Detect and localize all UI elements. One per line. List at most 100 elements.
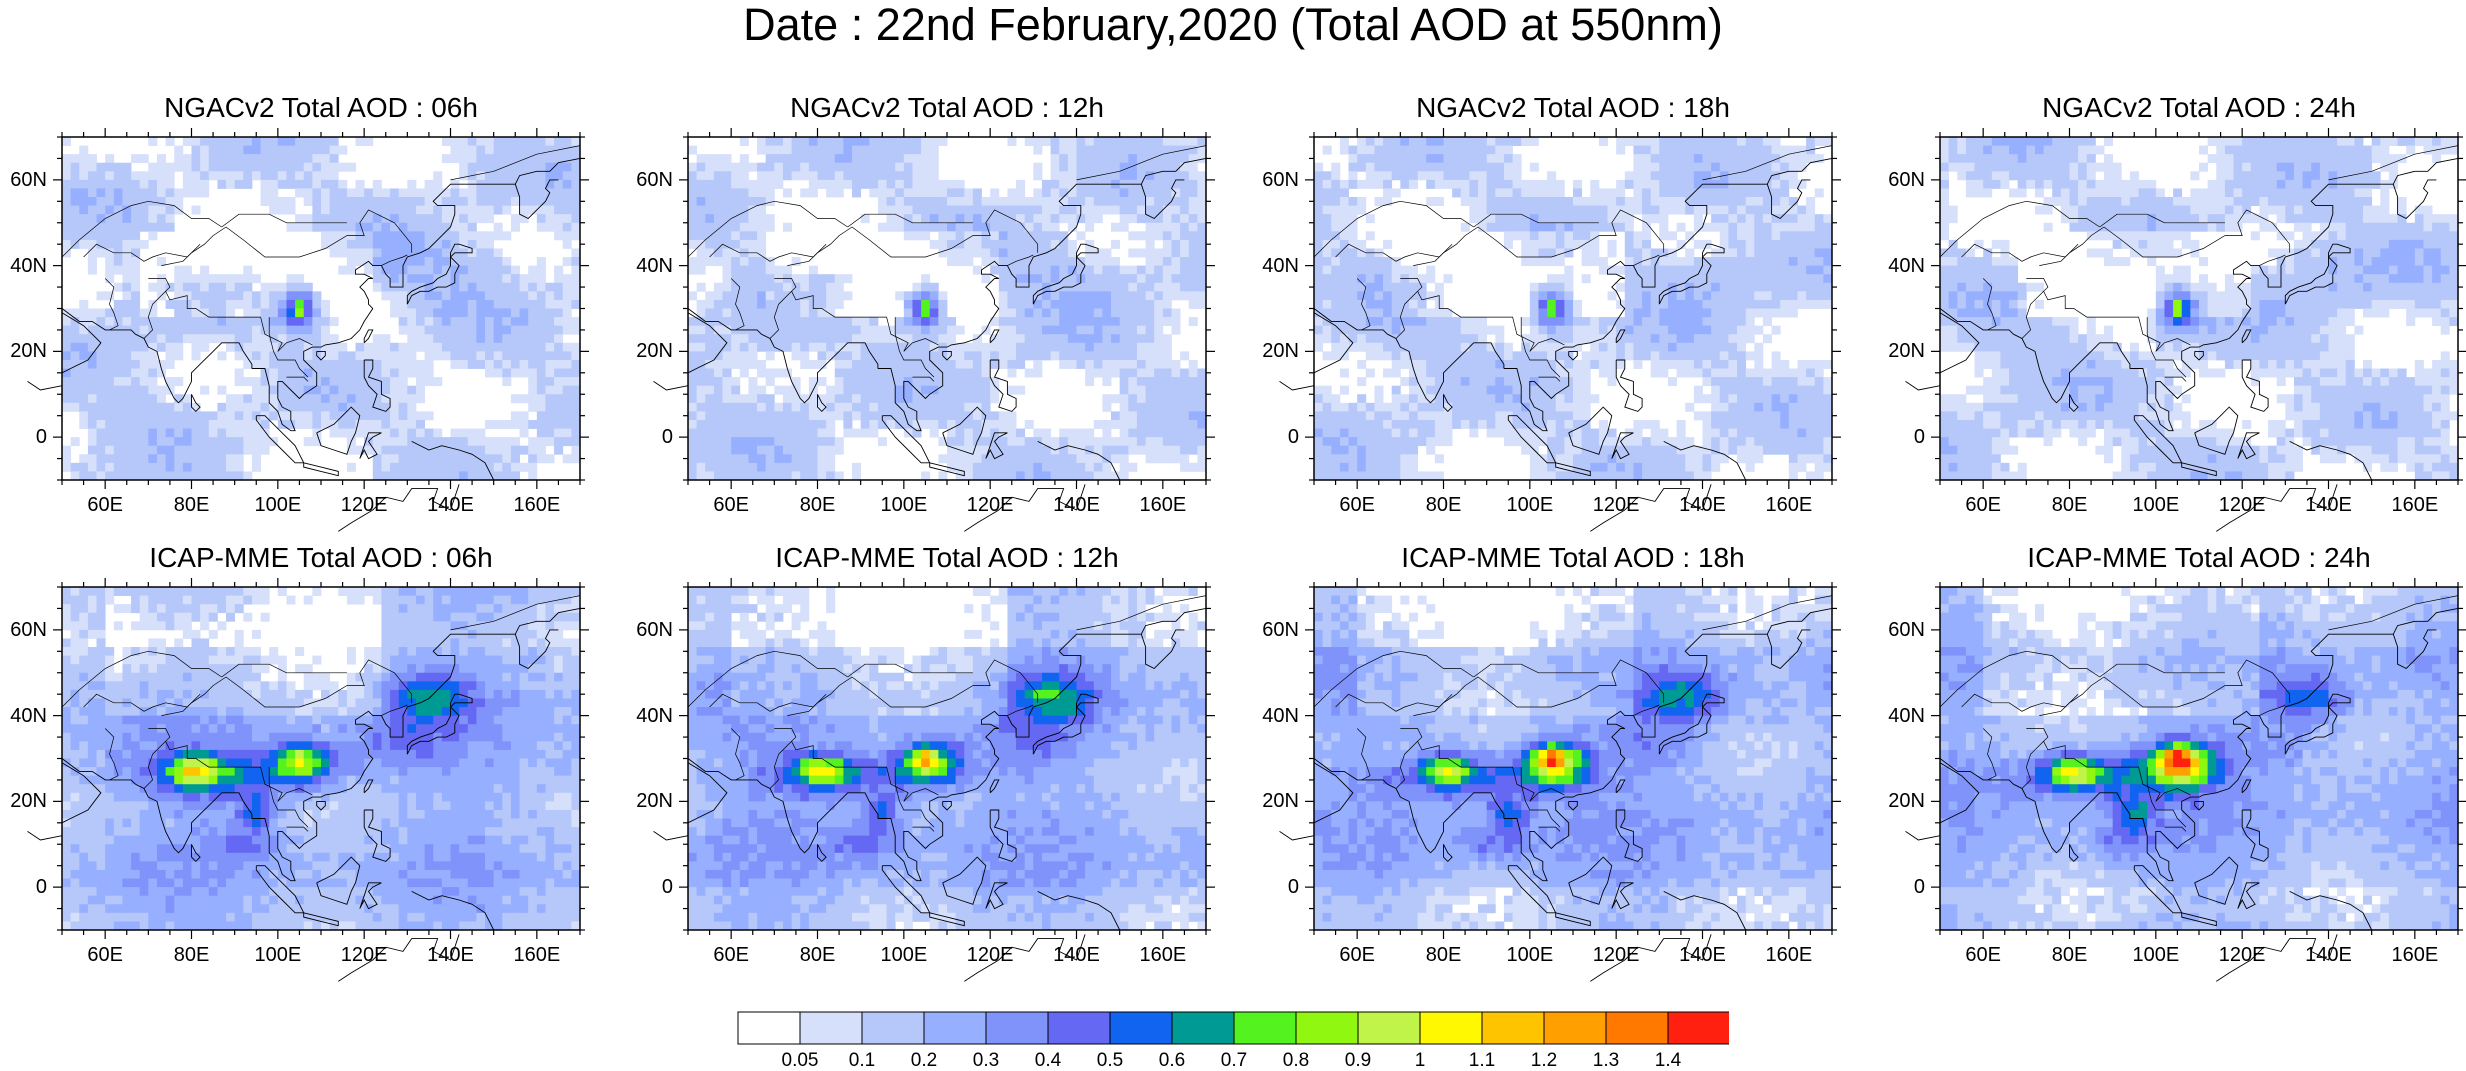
lat-tick-label: 20N xyxy=(10,790,47,813)
colorbar-swatch xyxy=(799,1011,863,1045)
lon-tick-label: 120E xyxy=(966,944,1014,966)
lon-tick-label: 120E xyxy=(966,494,1014,516)
lon-tick-label: 140E xyxy=(1053,944,1100,966)
panel-title-icap-mme-24h: ICAP-MME Total AOD : 24h xyxy=(2027,542,2371,573)
lon-tick-label: 100E xyxy=(1506,944,1554,966)
lon-tick-label: 120E xyxy=(340,494,388,516)
lon-tick-label: 60E xyxy=(87,944,123,966)
lon-tick-label: 160E xyxy=(1765,944,1813,966)
colorbar-tick-label: 1.2 xyxy=(1530,1050,1558,1071)
colorbar-tick-label: 1 xyxy=(1414,1050,1426,1071)
lon-tick-label: 60E xyxy=(1339,944,1375,966)
lon-tick-label: 60E xyxy=(1965,494,2001,516)
coastlines xyxy=(653,145,1207,532)
colorbar-swatch xyxy=(1233,1011,1297,1045)
lon-tick-label: 140E xyxy=(2305,944,2352,966)
map-panel-icap-mme-18h xyxy=(1279,578,1841,982)
colorbar-swatch xyxy=(1295,1011,1359,1045)
lat-tick-label: 60N xyxy=(636,168,673,191)
lon-tick-label: 160E xyxy=(2391,944,2439,966)
map-panel-icap-mme-06h xyxy=(27,578,589,982)
lon-tick-label: 120E xyxy=(1592,494,1640,516)
colorbar-swatch xyxy=(1543,1011,1607,1045)
colorbar-tick-label: 0.05 xyxy=(781,1050,819,1071)
lon-tick-label: 100E xyxy=(254,944,302,966)
aod-field xyxy=(1314,137,1833,481)
colorbar-swatch xyxy=(1419,1011,1483,1045)
panel-title-ngacv2-18h: NGACv2 Total AOD : 18h xyxy=(1416,92,1730,123)
lat-tick-label: 0 xyxy=(661,876,673,899)
panel-title-icap-mme-12h: ICAP-MME Total AOD : 12h xyxy=(775,542,1119,573)
colorbar-tick-label: 0.2 xyxy=(910,1050,938,1071)
lat-tick-label: 20N xyxy=(10,340,47,363)
lon-tick-label: 140E xyxy=(427,494,474,516)
lon-tick-label: 140E xyxy=(1679,494,1726,516)
lat-tick-label: 0 xyxy=(661,426,673,449)
colorbar-swatch xyxy=(737,1011,801,1045)
colorbar-tick-label: 0.6 xyxy=(1158,1050,1186,1071)
lat-tick-label: 20N xyxy=(636,340,673,363)
lat-tick-label: 40N xyxy=(1262,254,1299,277)
panel-title-icap-mme-06h: ICAP-MME Total AOD : 06h xyxy=(149,542,493,573)
lat-tick-label: 60N xyxy=(1262,168,1299,191)
lon-tick-label: 80E xyxy=(799,494,836,516)
coastlines xyxy=(27,145,581,532)
aod-field xyxy=(62,587,581,931)
colorbar-swatch xyxy=(1171,1011,1235,1045)
lon-tick-label: 80E xyxy=(173,494,210,516)
lon-tick-label: 140E xyxy=(2305,494,2352,516)
panel-title-ngacv2-12h: NGACv2 Total AOD : 12h xyxy=(790,92,1104,123)
aod-field xyxy=(1940,137,2459,481)
coastlines xyxy=(653,595,1207,982)
aod-field xyxy=(1314,587,1833,931)
lat-tick-label: 0 xyxy=(1913,876,1925,899)
lon-tick-label: 80E xyxy=(2051,494,2088,516)
colorbar-tick-label: 0.3 xyxy=(972,1050,1000,1071)
colorbar-swatch xyxy=(1357,1011,1421,1045)
colorbar-tick-label: 0.1 xyxy=(848,1050,876,1071)
lon-tick-label: 160E xyxy=(1139,494,1187,516)
lon-tick-label: 80E xyxy=(2051,944,2088,966)
lat-tick-label: 40N xyxy=(636,704,673,727)
coastlines xyxy=(1905,145,2459,532)
lat-tick-label: 20N xyxy=(1262,340,1299,363)
tick-marks xyxy=(679,128,1215,489)
colorbar-tick-label: 0.9 xyxy=(1344,1050,1372,1071)
lat-tick-label: 60N xyxy=(1888,168,1925,191)
map-panel-ngacv2-12h xyxy=(653,128,1215,532)
colorbar-tick-label: 1.1 xyxy=(1468,1050,1496,1071)
colorbar-swatch xyxy=(1109,1011,1173,1045)
lon-tick-label: 120E xyxy=(340,944,388,966)
lon-tick-label: 120E xyxy=(2218,494,2266,516)
lat-tick-label: 40N xyxy=(1888,254,1925,277)
aod-field xyxy=(688,587,1207,931)
colorbar-swatch xyxy=(1667,1011,1729,1045)
lat-tick-label: 60N xyxy=(636,618,673,641)
colorbar-tick-label: 0.4 xyxy=(1034,1050,1062,1071)
lon-tick-label: 60E xyxy=(1339,494,1375,516)
page-title: Date : 22nd February,2020 (Total AOD at … xyxy=(743,0,1723,50)
lon-tick-label: 140E xyxy=(1679,944,1726,966)
lon-tick-label: 100E xyxy=(880,494,928,516)
lat-tick-label: 0 xyxy=(35,426,47,449)
lon-tick-label: 100E xyxy=(254,494,302,516)
tick-marks xyxy=(1931,578,2466,939)
tick-marks xyxy=(1305,128,1841,489)
colorbar xyxy=(737,1011,1729,1045)
lon-tick-label: 100E xyxy=(1506,494,1554,516)
lon-tick-label: 160E xyxy=(513,494,561,516)
map-panel-ngacv2-06h xyxy=(27,128,589,532)
aod-field xyxy=(62,137,581,481)
lat-tick-label: 0 xyxy=(1287,876,1299,899)
map-panel-icap-mme-24h xyxy=(1905,578,2466,982)
coastlines xyxy=(1279,145,1833,532)
lon-tick-label: 100E xyxy=(2132,494,2180,516)
lon-tick-label: 140E xyxy=(427,944,474,966)
lat-tick-label: 40N xyxy=(636,254,673,277)
lon-tick-label: 160E xyxy=(1139,944,1187,966)
colorbar-swatch xyxy=(861,1011,925,1045)
lon-tick-label: 140E xyxy=(1053,494,1100,516)
colorbar-swatch xyxy=(1481,1011,1545,1045)
aod-field xyxy=(1940,587,2459,931)
coastlines xyxy=(27,595,581,982)
